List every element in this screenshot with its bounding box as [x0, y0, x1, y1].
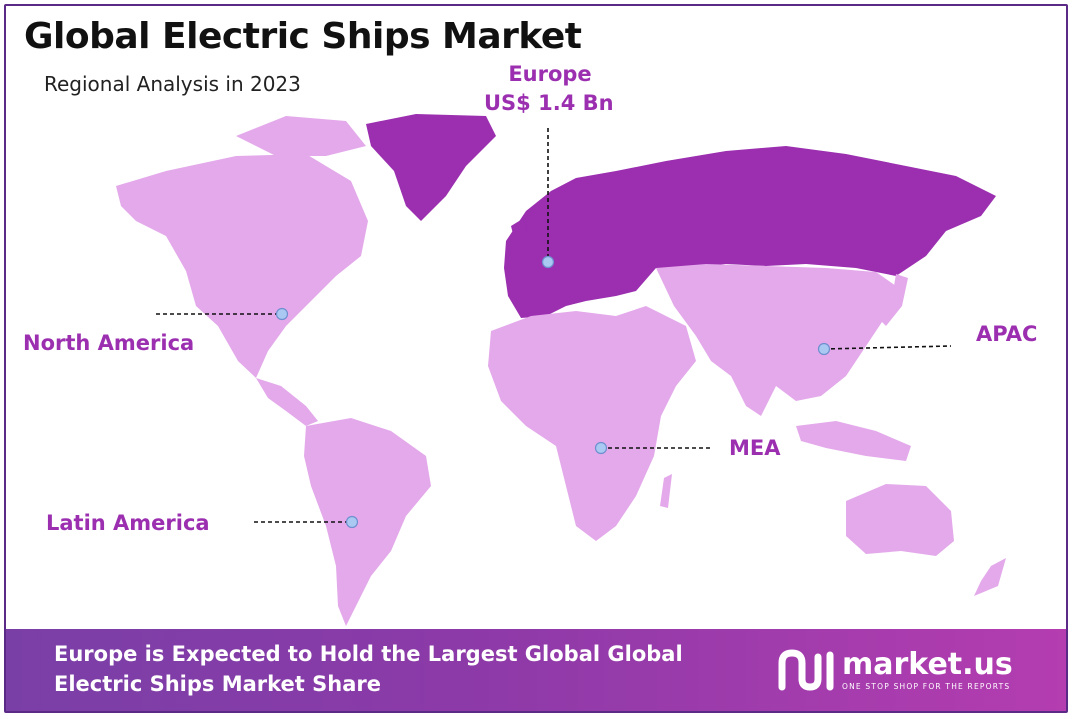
footer-message: Europe is Expected to Hold the Largest G…: [54, 639, 774, 699]
label-europe-value: US$ 1.4 Bn: [484, 91, 614, 115]
footer-line-2: Electric Ships Market Share: [54, 672, 381, 696]
region-north-america: [116, 154, 368, 378]
region-central-america: [256, 378, 318, 426]
world-map: [116, 114, 1006, 626]
region-japan: [878, 274, 908, 326]
infographic-frame: Global Electric Ships Market Regional An…: [4, 4, 1068, 713]
footer-banner: Europe is Expected to Hold the Largest G…: [6, 629, 1066, 711]
marker-europe: [541, 255, 555, 269]
region-madagascar: [660, 474, 672, 508]
logo-name: market.us: [842, 647, 1013, 682]
region-greenland: [366, 114, 496, 221]
logo-tagline: ONE STOP SHOP FOR THE REPORTS: [842, 682, 1011, 691]
region-apac: [656, 264, 896, 416]
page-title: Global Electric Ships Market: [24, 16, 582, 57]
region-mea: [488, 306, 696, 541]
region-southeast-asia: [796, 421, 911, 461]
label-apac: APAC: [976, 322, 1038, 346]
logo-mark-icon: [778, 649, 834, 691]
marker-north-america: [275, 307, 289, 321]
label-latin-america: Latin America: [46, 511, 210, 535]
footer-line-1: Europe is Expected to Hold the Largest G…: [54, 642, 683, 666]
marker-mea: [594, 441, 608, 455]
leader-apac: [823, 345, 952, 350]
label-mea: MEA: [729, 436, 781, 460]
region-australia: [846, 484, 954, 556]
marker-apac: [817, 342, 831, 356]
market-us-logo: market.us ONE STOP SHOP FOR THE REPORTS: [776, 645, 1026, 695]
page-subtitle: Regional Analysis in 2023: [44, 72, 301, 96]
label-north-america: North America: [23, 331, 195, 355]
label-europe-name: Europe: [508, 62, 592, 86]
region-uk: [511, 218, 528, 246]
region-canadian-arctic: [236, 116, 366, 156]
marker-latin-america: [345, 515, 359, 529]
region-latin-america: [304, 418, 431, 626]
region-europe: [504, 146, 996, 318]
region-new-zealand: [974, 558, 1006, 596]
